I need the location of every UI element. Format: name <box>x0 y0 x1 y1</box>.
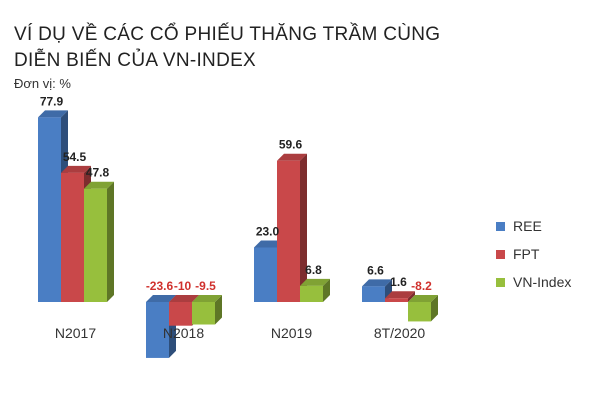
bar-top-fpt-n2017 <box>61 165 91 173</box>
legend-item-fpt: FPT <box>496 240 571 268</box>
data-label-vn-index-n2018: -9.5 <box>195 279 216 293</box>
legend-item-ree: REE <box>496 212 571 240</box>
data-label-fpt-n2019: 59.6 <box>279 138 303 152</box>
legend-swatch-ree <box>496 221 505 231</box>
legend-swatch-fpt <box>496 249 505 259</box>
chart-title: VÍ DỤ VỀ CÁC CỔ PHIẾU THĂNG TRẦM CÙNG DI… <box>14 22 440 74</box>
bar-top-ree-n2017 <box>38 110 68 118</box>
data-label-ree-n2018: -23.6 <box>146 279 174 293</box>
bar-top-ree-n2019 <box>254 240 284 248</box>
data-label-vn-index-8t-2020: -8.2 <box>411 279 432 293</box>
bar-vn-index-n2018 <box>192 302 215 325</box>
bar-vn-index-n2017 <box>84 188 107 302</box>
legend: REE FPT VN-Index <box>496 212 571 296</box>
data-label-vn-index-n2019: 6.8 <box>305 263 322 277</box>
category-label-n2017: N2017 <box>55 325 96 341</box>
bar-fpt-n2018 <box>169 302 192 326</box>
chart-title-line-1: VÍ DỤ VỀ CÁC CỔ PHIẾU THĂNG TRẦM CÙNG <box>14 24 441 45</box>
bar-ree-8t-2020 <box>362 286 385 302</box>
bar-side-vn-index-n2018 <box>215 295 222 325</box>
data-label-fpt-n2018: -10 <box>174 279 192 293</box>
category-label-8t-2020: 8T/2020 <box>374 325 426 341</box>
bar-ree-n2019 <box>254 247 277 302</box>
bar-fpt-n2019 <box>277 160 300 302</box>
legend-label-fpt: FPT <box>513 246 540 262</box>
bar-top-vn-index-n2017 <box>84 181 114 189</box>
bar-top-ree-n2018 <box>146 295 176 302</box>
bar-vn-index-8t-2020 <box>408 302 431 322</box>
unit-label: Đơn vị: % <box>14 76 71 91</box>
bar-side-vn-index-n2019 <box>323 278 330 302</box>
bar-group-8t-2020 <box>362 279 438 322</box>
legend-swatch-vnindex <box>496 277 505 287</box>
bar-top-fpt-n2019 <box>277 153 307 161</box>
data-label-fpt-8t-2020: 1.6 <box>390 275 407 289</box>
legend-item-vnindex: VN-Index <box>496 268 571 296</box>
data-label-ree-8t-2020: 6.6 <box>367 263 384 277</box>
legend-label-vnindex: VN-Index <box>513 274 572 290</box>
bar-top-vn-index-8t-2020 <box>408 295 438 302</box>
bar-ree-n2017 <box>38 117 61 302</box>
category-label-n2018: N2018 <box>163 325 204 341</box>
data-label-ree-n2019: 23.0 <box>256 224 280 238</box>
category-label-n2019: N2019 <box>271 325 312 341</box>
legend-label-ree: REE <box>513 218 542 234</box>
bar-top-vn-index-n2018 <box>192 295 222 302</box>
data-label-vn-index-n2017: 47.8 <box>86 166 110 180</box>
bar-top-fpt-8t-2020 <box>385 291 415 299</box>
bar-side-fpt-8t-2020 <box>408 291 415 302</box>
bar-fpt-8t-2020 <box>385 298 408 302</box>
bar-group-n2019 <box>254 153 330 302</box>
data-label-ree-n2017: 77.9 <box>40 94 64 108</box>
bar-top-vn-index-n2019 <box>300 278 330 286</box>
bar-group-n2017 <box>38 110 114 302</box>
bar-side-vn-index-n2017 <box>107 181 114 302</box>
bar-vn-index-n2019 <box>300 285 323 302</box>
data-label-fpt-n2017: 54.5 <box>63 150 87 164</box>
bar-side-vn-index-8t-2020 <box>431 295 438 322</box>
bar-group-n2018 <box>146 295 222 358</box>
bar-fpt-n2017 <box>61 172 84 302</box>
bar-ree-n2018 <box>146 302 169 358</box>
chart-title-line-2: DIỄN BIẾN CỦA VN-INDEX <box>14 50 257 71</box>
bar-top-ree-8t-2020 <box>362 279 392 287</box>
bar-side-fpt-n2019 <box>300 153 307 302</box>
bar-top-fpt-n2018 <box>169 295 199 302</box>
